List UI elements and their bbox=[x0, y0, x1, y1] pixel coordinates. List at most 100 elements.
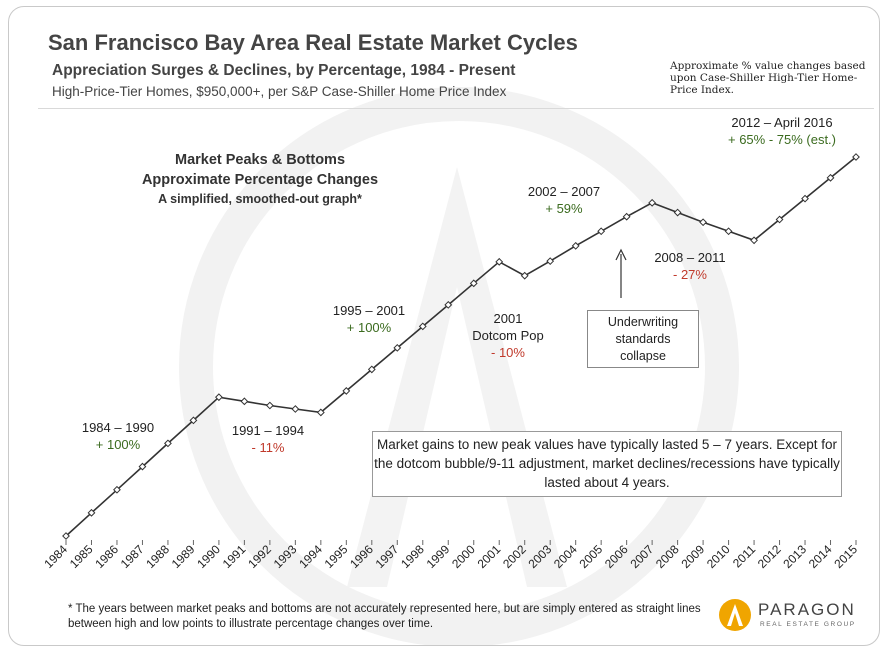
data-point-1986 bbox=[113, 485, 121, 494]
annotation-2002-2007: 2002 – 2007 + 59% bbox=[504, 183, 624, 217]
data-point-1994 bbox=[316, 408, 325, 417]
data-point-1993 bbox=[291, 405, 300, 413]
data-point-1992 bbox=[265, 401, 274, 410]
data-point-1995 bbox=[342, 387, 351, 395]
x-tick-label-2006: 2006 bbox=[602, 542, 631, 571]
x-tick-label-2015: 2015 bbox=[831, 542, 860, 571]
chart-heading-block: Market Peaks & Bottoms Approximate Perce… bbox=[100, 150, 420, 208]
chart-heading-line1: Market Peaks & Bottoms bbox=[174, 152, 346, 168]
data-point-2007 bbox=[648, 198, 657, 207]
annotation-period: 1995 – 2001 bbox=[332, 303, 406, 318]
annotation-1984-1990: 1984 – 1990 + 100% bbox=[58, 419, 178, 453]
x-tick-label-1995: 1995 bbox=[322, 542, 351, 571]
annotation-period: 2001 bbox=[493, 311, 523, 326]
x-tick-label-1993: 1993 bbox=[271, 542, 300, 571]
x-tick-label-1999: 1999 bbox=[424, 542, 453, 571]
callout-line2: standards bbox=[615, 332, 671, 346]
data-point-2000 bbox=[469, 279, 478, 288]
data-point-2006 bbox=[622, 212, 631, 221]
x-tick-label-1985: 1985 bbox=[67, 542, 96, 571]
data-point-2010 bbox=[724, 227, 733, 236]
callout-line3: collapse bbox=[620, 349, 666, 363]
data-point-2014 bbox=[826, 173, 835, 182]
x-tick-label-2002: 2002 bbox=[500, 542, 529, 571]
header-divider bbox=[38, 108, 874, 109]
x-tick-label-1998: 1998 bbox=[398, 542, 427, 571]
x-tick-label-2011: 2011 bbox=[730, 542, 758, 570]
annotation-period: 2012 – April 2016 bbox=[731, 115, 833, 130]
annotation-change: - 27% bbox=[673, 267, 707, 282]
annotation-period: 1991 – 1994 bbox=[231, 423, 305, 438]
data-point-1996 bbox=[367, 365, 376, 374]
footnote: * The years between market peaks and bot… bbox=[68, 603, 701, 630]
chart-heading-line2: Approximate Percentage Changes bbox=[141, 172, 379, 188]
annotation-2012-2016: 2012 – April 2016 + 65% - 75% (est.) bbox=[712, 114, 852, 148]
x-tick-label-2010: 2010 bbox=[704, 542, 733, 571]
page-subtitle: Appreciation Surges & Declines, by Perce… bbox=[52, 62, 516, 79]
data-point-1990 bbox=[214, 393, 223, 402]
data-point-2003 bbox=[546, 257, 555, 266]
x-tick-label-2000: 2000 bbox=[449, 542, 478, 571]
callout-arrow-head bbox=[615, 248, 627, 261]
x-tick-label-1992: 1992 bbox=[245, 542, 274, 571]
annotation-period: 1984 – 1990 bbox=[81, 420, 155, 435]
source-note: Approximate % value changes based upon C… bbox=[670, 60, 866, 96]
page-title: San Francisco Bay Area Real Estate Marke… bbox=[48, 30, 578, 55]
logo-name: PARAGON bbox=[758, 600, 856, 619]
data-point-1987 bbox=[138, 462, 147, 471]
annotation-change: - 10% bbox=[491, 345, 525, 360]
data-point-1998 bbox=[418, 322, 427, 331]
x-tick-label-2005: 2005 bbox=[577, 542, 606, 571]
annotation-change: + 65% - 75% (est.) bbox=[727, 132, 837, 147]
data-point-2008 bbox=[673, 208, 682, 217]
x-tick-label-2007: 2007 bbox=[627, 542, 656, 571]
data-point-2011 bbox=[750, 236, 758, 245]
x-tick-label-2004: 2004 bbox=[551, 542, 580, 571]
x-tick-label-2013: 2013 bbox=[780, 542, 809, 571]
data-point-2012 bbox=[775, 215, 784, 224]
x-tick-label-2003: 2003 bbox=[526, 542, 555, 571]
x-tick-label-1989: 1989 bbox=[169, 542, 198, 571]
x-tick-label-2009: 2009 bbox=[678, 542, 707, 571]
data-point-2005 bbox=[597, 227, 606, 236]
x-tick-label-1996: 1996 bbox=[347, 542, 376, 571]
x-tick-label-1984: 1984 bbox=[41, 542, 70, 571]
x-tick-label-1990: 1990 bbox=[194, 542, 223, 571]
data-point-1997 bbox=[393, 343, 402, 352]
data-point-2015 bbox=[852, 153, 860, 161]
x-tick-label-2001: 2001 bbox=[475, 542, 504, 571]
annotation-2001-dotcom: 2001 Dotcom Pop - 10% bbox=[448, 310, 568, 361]
paragon-logo-icon bbox=[719, 599, 751, 631]
x-tick-label-1991: 1991 bbox=[220, 542, 249, 571]
logo-subtitle: REAL ESTATE GROUP bbox=[760, 621, 856, 628]
x-tick-label-2012: 2012 bbox=[755, 542, 784, 571]
annotation-period: 2008 – 2011 bbox=[654, 250, 726, 265]
annotation-1991-1994: 1991 – 1994 - 11% bbox=[208, 422, 328, 456]
data-point-2004 bbox=[571, 241, 580, 250]
underwriting-callout: Underwriting standards collapse bbox=[587, 310, 699, 368]
page-subtitle-2: High-Price-Tier Homes, $950,000+, per S&… bbox=[52, 84, 507, 99]
x-tick-label-1987: 1987 bbox=[118, 542, 147, 571]
annotation-change: + 100% bbox=[346, 320, 392, 335]
chart-heading-line3: A simplified, smoothed-out graph* bbox=[158, 192, 362, 206]
annotation-change: + 59% bbox=[545, 201, 583, 216]
annotation-period: 2002 – 2007 bbox=[527, 184, 601, 199]
data-point-1989 bbox=[189, 416, 198, 425]
series-line bbox=[65, 156, 857, 537]
data-point-1985 bbox=[87, 508, 96, 517]
data-point-1988 bbox=[164, 439, 172, 448]
annotation-desc: Dotcom Pop bbox=[472, 328, 544, 343]
info-box: Market gains to new peak values have typ… bbox=[372, 431, 842, 497]
x-tick-label-1997: 1997 bbox=[373, 542, 402, 571]
x-tick-label-1988: 1988 bbox=[143, 542, 172, 571]
x-tick-label-1994: 1994 bbox=[296, 542, 325, 571]
data-point-2013 bbox=[801, 194, 809, 203]
x-tick-label-1986: 1986 bbox=[92, 542, 121, 571]
data-point-2001 bbox=[495, 257, 504, 266]
annotation-2008-2011: 2008 – 2011 - 27% bbox=[630, 249, 750, 283]
annotation-1995-2001: 1995 – 2001 + 100% bbox=[309, 302, 429, 336]
data-point-1984 bbox=[62, 532, 70, 540]
x-tick-label-2014: 2014 bbox=[806, 542, 835, 571]
annotation-change: - 11% bbox=[251, 440, 285, 455]
